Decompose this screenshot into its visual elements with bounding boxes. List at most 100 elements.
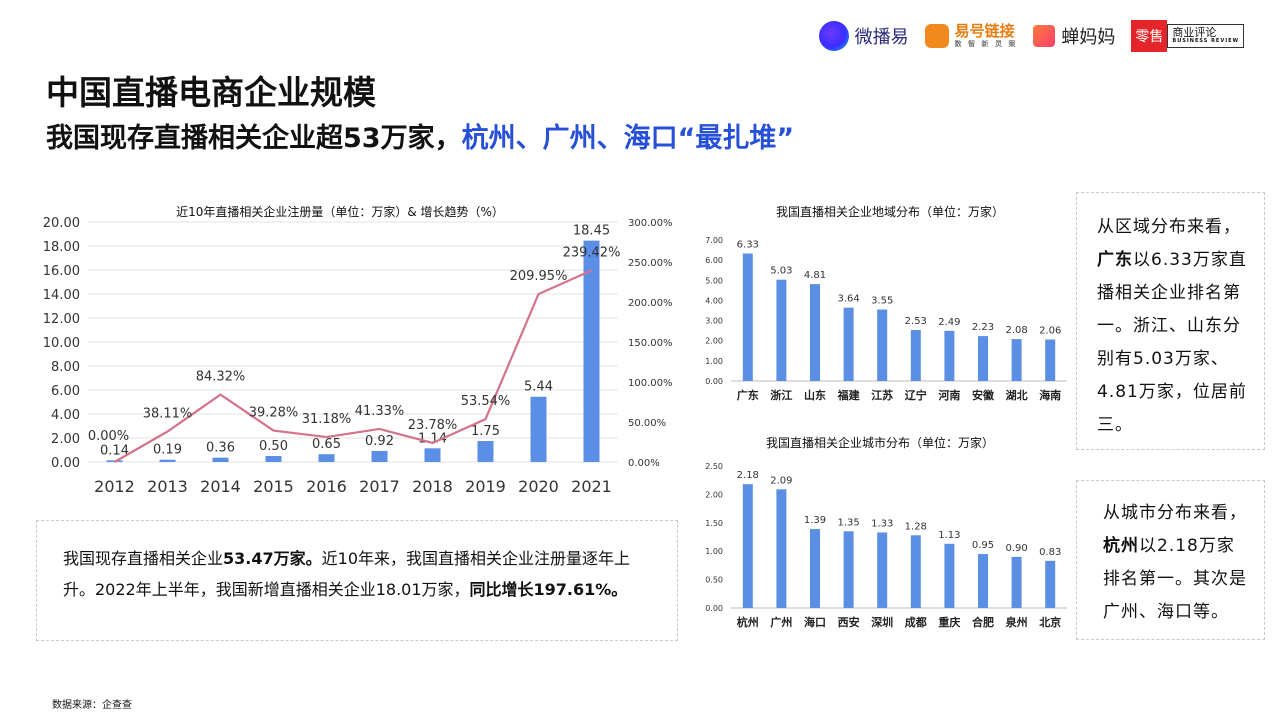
chart2-ytick: 1.00 <box>705 357 723 366</box>
chart2-bar <box>1045 339 1056 381</box>
chart3-ytick: 2.50 <box>705 462 723 471</box>
note-summary-prefix: 我国现存直播相关企业 <box>63 549 224 568</box>
chart-yearly-xtick: 2016 <box>306 477 347 496</box>
chart-yearly-xtick: 2020 <box>518 477 559 496</box>
chart2-xtick: 山东 <box>804 388 826 402</box>
chart-yearly: 0.00 2.00 4.00 6.00 8.00 10.00 12.00 14.00 16.00… <box>43 216 673 496</box>
note-region: 从区域分布来看， 广东以6.33万家直播相关企业排名第一。浙江、山东分别有5.03… <box>1076 192 1265 450</box>
chanmama-logo: 蝉妈妈 <box>1033 23 1115 49</box>
chart2-bar-label: 5.03 <box>770 266 792 277</box>
chart-yearly-bar <box>477 441 494 462</box>
lingshou-logo-sub: BUSINESS REVIEW <box>1172 38 1239 45</box>
chart-yearly-bar <box>583 240 600 462</box>
note-summary-bold2: 同比增长197.61%。 <box>469 580 628 599</box>
note-summary: 我国现存直播相关企业53.47万家。近10年来，我国直播相关企业注册量逐年上升。… <box>36 520 678 641</box>
chart3-bar-label: 2.09 <box>770 475 792 486</box>
chart3-ytick: 1.50 <box>705 519 723 528</box>
chart3-xtick: 深圳 <box>871 615 893 629</box>
note-summary-bold: 53.47万家。 <box>223 549 322 568</box>
note-region-rest: 以6.33万家直播相关企业排名第一。浙江、山东分别有5.03万家、4.81万家，… <box>1097 250 1247 435</box>
chart2-xtick: 广东 <box>737 388 759 402</box>
chart-yearly-ytick: 6.00 <box>51 384 80 399</box>
chart-yearly-growth-label: 84.32% <box>196 370 246 385</box>
chart3-bar <box>776 489 787 608</box>
chart-yearly-bar <box>212 457 229 462</box>
yihao-logo: 易号链接 数 智 新 灵 案 <box>924 22 1018 48</box>
chart-yearly-bar-label: 18.45 <box>573 224 610 239</box>
chart3-bar-label: 1.28 <box>905 521 927 532</box>
yihao-logo-subtext: 数 智 新 灵 案 <box>954 40 1018 48</box>
chart2-ytick: 3.00 <box>705 317 723 326</box>
chart3-bar <box>810 529 820 608</box>
chart3-xtick: 杭州 <box>737 615 759 629</box>
chart-yearly-bar <box>318 454 335 462</box>
chart3-bar <box>1011 556 1022 608</box>
chart2-xtick: 安徽 <box>972 388 995 402</box>
chart3-bar <box>843 531 854 608</box>
note-city-lead: 从城市分布来看， <box>1103 503 1247 523</box>
chart-yearly-xtick: 2021 <box>571 477 612 496</box>
chart-yearly-bar <box>530 396 547 462</box>
chart2-bar <box>877 309 888 381</box>
chart2-xtick: 江苏 <box>871 388 893 402</box>
chart-yearly-bar-label: 0.14 <box>100 443 129 458</box>
chart-yearly-ytick: 20.00 <box>43 216 80 231</box>
chart-yearly-growth-label: 23.78% <box>408 418 458 433</box>
chart-yearly-xtick: 2019 <box>465 477 506 496</box>
chart3-bar-label: 1.33 <box>871 518 893 529</box>
chart2-bar <box>1011 339 1022 381</box>
chart3-bar <box>910 535 921 608</box>
chart-region-title: 我国直播相关企业地域分布（单位：万家） <box>775 205 1004 219</box>
chart-yearly-ytick: 8.00 <box>51 360 80 375</box>
chart3-bar <box>877 532 888 608</box>
chart2-ytick: 2.00 <box>705 337 723 346</box>
chart2-bar <box>810 284 820 381</box>
weiboyi-logo-icon <box>818 21 849 51</box>
chart-yearly-bar <box>371 450 388 462</box>
chart3-bar-label: 1.13 <box>938 530 960 541</box>
chart-yearly-xtick: 2013 <box>147 477 188 496</box>
yihao-logo-text: 易号链接 <box>954 22 1015 40</box>
chart2-ytick: 5.00 <box>705 276 723 285</box>
chart3-ytick: 2.00 <box>705 490 723 499</box>
chart-yearly-growth-label: 31.18% <box>302 412 352 427</box>
chart2-ytick: 4.00 <box>705 296 723 305</box>
chart2-bar-label: 2.08 <box>1005 325 1027 336</box>
chart-yearly-xtick: 2015 <box>253 477 294 496</box>
note-city-rest: 以2.18万家排名第一。其次是广州、海口等。 <box>1103 536 1247 622</box>
note-region-bold: 广东 <box>1097 250 1133 270</box>
chart3-bar <box>944 543 955 608</box>
chart2-bar <box>944 330 955 381</box>
chart-yearly-bar <box>424 448 441 462</box>
chart-yearly-ytick: 14.00 <box>43 288 80 303</box>
chart-yearly-y2tick: 150.00% <box>628 338 673 349</box>
chart-yearly-ytick: 18.00 <box>43 240 80 255</box>
chart-yearly-bar-label: 0.36 <box>206 441 235 456</box>
data-source: 数据来源：企查查 <box>52 700 132 711</box>
chart-yearly-ytick: 0.00 <box>51 456 80 471</box>
chart3-xtick: 海口 <box>804 615 826 629</box>
chart2-bar-label: 3.55 <box>871 295 893 306</box>
chart-yearly-bar <box>265 456 282 462</box>
chart-yearly-growth-label: 41.33% <box>355 404 405 419</box>
chart-yearly-bar-label: 0.65 <box>312 437 341 452</box>
page-subtitle: 我国现存直播相关企业超53万家，杭州、广州、海口“最扎堆” <box>46 116 794 155</box>
note-city-bold: 杭州 <box>1103 536 1139 556</box>
chart-city-title: 我国直播相关企业城市分布（单位：万家） <box>765 436 994 450</box>
chart3-bar-label: 0.83 <box>1039 547 1061 558</box>
chanmama-logo-icon <box>1033 25 1056 47</box>
chart2-bar-label: 2.49 <box>938 317 960 328</box>
chart-yearly-bar-label: 1.14 <box>418 431 447 446</box>
chart3-xtick: 北京 <box>1039 615 1061 629</box>
note-region-lead: 从区域分布来看， <box>1097 217 1241 237</box>
chart-yearly-y2tick: 50.00% <box>628 418 666 429</box>
chart-yearly-title: 近10年直播相关企业注册量（单位：万家）& 增长趋势（%） <box>176 205 504 219</box>
chart-yearly-xtick: 2017 <box>359 477 400 496</box>
chart3-xtick: 合肥 <box>972 615 994 629</box>
chart-yearly-bar-label: 0.50 <box>259 439 288 454</box>
chart3-bar-label: 0.90 <box>1005 543 1027 554</box>
chart2-bar <box>978 336 988 381</box>
chart2-bar <box>742 253 753 381</box>
chart-yearly-growth-label: 0.00% <box>88 429 129 444</box>
chart2-xtick: 河南 <box>938 388 960 402</box>
